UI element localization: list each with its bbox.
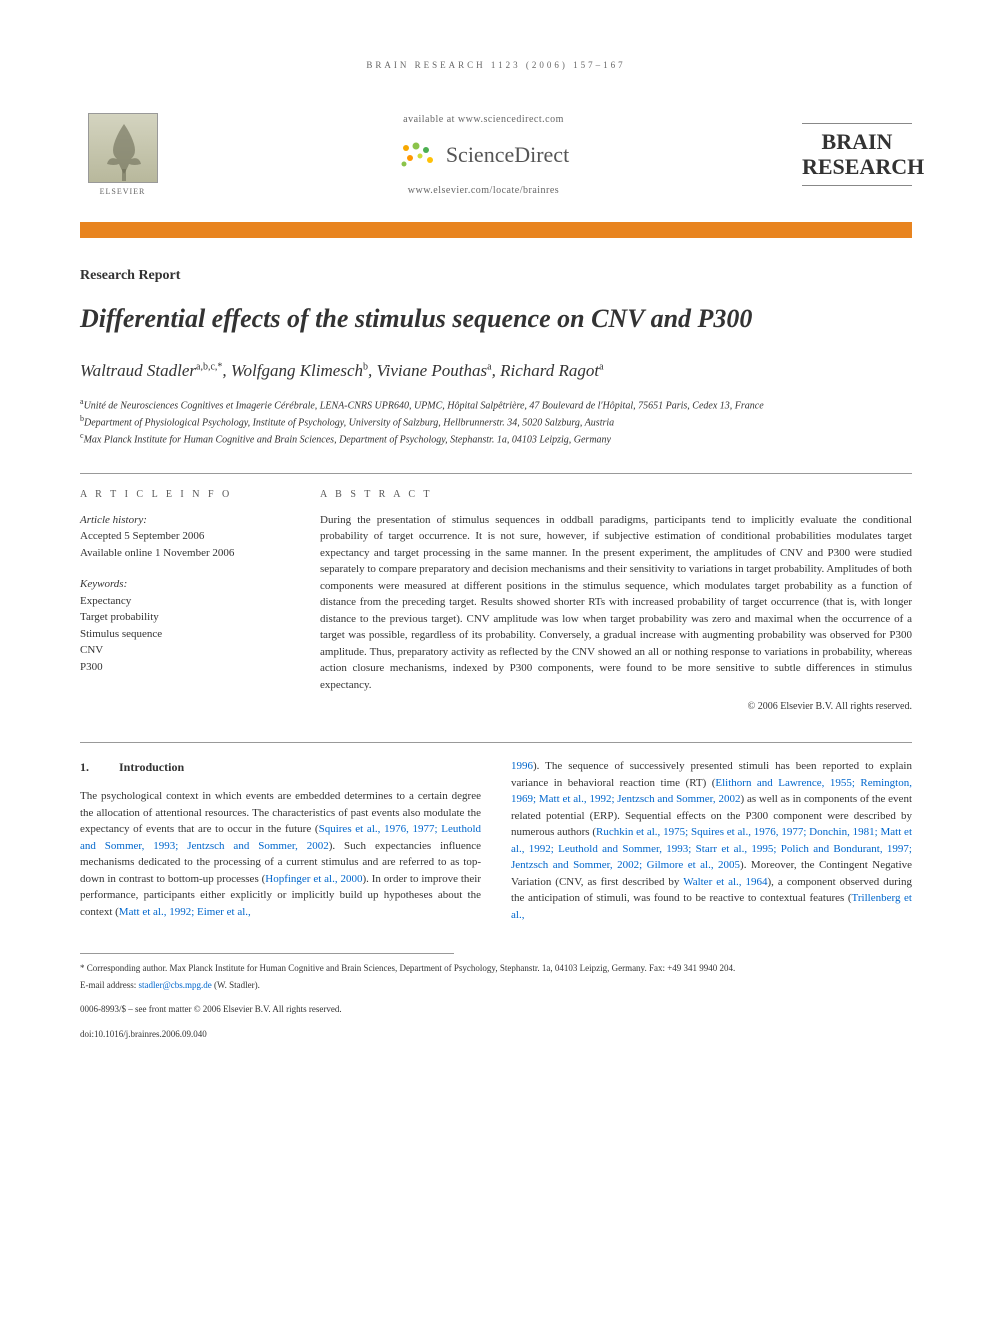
affiliation: aUnité de Neurosciences Cognitives et Im… (80, 396, 912, 413)
sciencedirect-logo: ScienceDirect (185, 140, 782, 170)
affiliation-text: Max Planck Institute for Human Cognitive… (84, 435, 611, 446)
keyword: Target probability (80, 609, 280, 626)
body-column-left: 1. Introduction The psychological contex… (80, 758, 481, 923)
journal-url: www.elsevier.com/locate/brainres (185, 185, 782, 196)
reference-link[interactable]: Hopfinger et al., 2000 (265, 873, 362, 885)
email-suffix: (W. Stadler). (212, 980, 260, 990)
orange-divider-bar (80, 222, 912, 238)
article-info-heading: A R T I C L E I N F O (80, 489, 280, 500)
sciencedirect-text: ScienceDirect (446, 142, 569, 168)
reference-link[interactable]: Matt et al., 1992; Eimer et al., (119, 906, 251, 918)
author-name: Viviane Pouthas (377, 361, 488, 380)
author-marks: a (487, 361, 491, 372)
history-label: Article history: (80, 512, 280, 529)
keyword: Expectancy (80, 593, 280, 610)
keyword: P300 (80, 659, 280, 676)
doi-line: doi:10.1016/j.brainres.2006.09.040 (80, 1028, 912, 1041)
divider (80, 742, 912, 743)
affiliation-text: Department of Physiological Psychology, … (84, 417, 614, 428)
email-address[interactable]: stadler@cbs.mpg.de (138, 980, 211, 990)
section-number: 1. (80, 758, 89, 776)
corresponding-author: * Corresponding author. Max Planck Insti… (80, 962, 912, 975)
abstract-column: A B S T R A C T During the presentation … (320, 489, 912, 713)
body-column-right: 1996). The sequence of successively pres… (511, 758, 912, 923)
author-marks: a (599, 361, 603, 372)
body-two-columns: 1. Introduction The psychological contex… (80, 758, 912, 923)
affiliation: bDepartment of Physiological Psychology,… (80, 413, 912, 430)
affiliations: aUnité de Neurosciences Cognitives et Im… (80, 396, 912, 448)
author-name: Richard Ragot (500, 361, 599, 380)
keywords-label: Keywords: (80, 576, 280, 593)
keywords-block: Keywords: Expectancy Target probability … (80, 576, 280, 675)
author-name: Waltraud Stadler (80, 361, 196, 380)
header-center: available at www.sciencedirect.com Scien… (165, 114, 802, 196)
info-abstract-row: A R T I C L E I N F O Article history: A… (80, 489, 912, 713)
reference-link[interactable]: Walter et al., 1964 (683, 876, 767, 888)
article-title: Differential effects of the stimulus seq… (80, 302, 912, 336)
abstract-copyright: © 2006 Elsevier B.V. All rights reserved… (320, 701, 912, 712)
elsevier-label: ELSEVIER (100, 187, 146, 196)
abstract-heading: A B S T R A C T (320, 489, 912, 500)
keyword: Stimulus sequence (80, 626, 280, 643)
sciencedirect-dots-icon (398, 140, 438, 170)
keyword: CNV (80, 642, 280, 659)
online-date: Available online 1 November 2006 (80, 545, 280, 562)
elsevier-logo: ELSEVIER (80, 107, 165, 202)
article-history: Article history: Accepted 5 September 20… (80, 512, 280, 562)
article-type: Research Report (80, 268, 912, 284)
author-name: Wolfgang Klimesch (231, 361, 363, 380)
publisher-header: ELSEVIER available at www.sciencedirect.… (80, 95, 912, 214)
reference-link[interactable]: 1996 (511, 760, 533, 772)
available-at-text: available at www.sciencedirect.com (185, 114, 782, 125)
affiliation-text: Unité de Neurosciences Cognitives et Ima… (84, 400, 764, 411)
author-marks: b (363, 361, 368, 372)
authors-line: Waltraud Stadlera,b,c,*, Wolfgang Klimes… (80, 361, 912, 381)
running-header: BRAIN RESEARCH 1123 (2006) 157–167 (80, 60, 912, 70)
divider (80, 473, 912, 474)
author-marks: a,b,c,* (196, 361, 222, 372)
abstract-text: During the presentation of stimulus sequ… (320, 512, 912, 694)
affiliation: cMax Planck Institute for Human Cognitiv… (80, 430, 912, 447)
brain-research-line2: RESEARCH (802, 155, 912, 179)
section-heading: 1. Introduction (80, 758, 481, 776)
accepted-date: Accepted 5 September 2006 (80, 528, 280, 545)
brain-research-logo: BRAIN RESEARCH (802, 123, 912, 185)
footer-divider (80, 953, 454, 954)
elsevier-tree-icon (88, 113, 158, 183)
section-title: Introduction (119, 758, 184, 776)
brain-research-line1: BRAIN (802, 130, 912, 154)
body-paragraph: 1996). The sequence of successively pres… (511, 758, 912, 923)
email-line: E-mail address: stadler@cbs.mpg.de (W. S… (80, 979, 912, 992)
body-paragraph: The psychological context in which event… (80, 788, 481, 920)
article-info-column: A R T I C L E I N F O Article history: A… (80, 489, 280, 713)
email-label: E-mail address: (80, 980, 138, 990)
issn-line: 0006-8993/$ – see front matter © 2006 El… (80, 1003, 912, 1016)
